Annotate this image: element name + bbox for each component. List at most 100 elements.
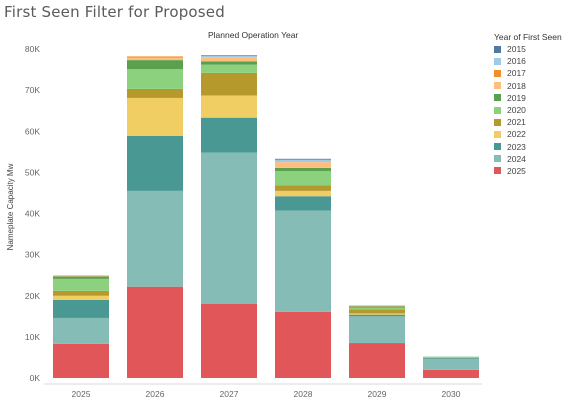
y-tick-label: 0K: [30, 373, 41, 383]
bar-segment-2028-2016[interactable]: [275, 159, 331, 163]
legend-swatch: [494, 167, 501, 175]
bar-segment-2029-2023[interactable]: [349, 314, 405, 317]
bar-segment-2028-2018[interactable]: [275, 162, 331, 168]
bar-segment-2027-2015[interactable]: [201, 55, 257, 56]
bar-segment-2030-2023[interactable]: [423, 357, 479, 359]
legend-swatch: [494, 82, 501, 90]
legend-label: 2021: [507, 117, 526, 128]
legend-label: 2020: [507, 105, 526, 116]
bar-segment-2028-2023[interactable]: [275, 196, 331, 211]
bar-segment-2029-2019[interactable]: [349, 306, 405, 308]
bar-segment-2026-2017[interactable]: [127, 56, 183, 58]
legend-swatch: [494, 155, 501, 163]
legend-label: 2022: [507, 129, 526, 140]
bars-group: [53, 55, 479, 378]
bar-segment-2025-2019[interactable]: [53, 276, 109, 279]
bar-segment-2026-2023[interactable]: [127, 135, 183, 191]
bar-segment-2028-2022[interactable]: [275, 190, 331, 197]
bar-segment-2029-2022[interactable]: [349, 313, 405, 315]
legend-item-2015[interactable]: 2015: [494, 43, 584, 55]
legend-item-2022[interactable]: 2022: [494, 128, 584, 140]
y-tick-label: 10K: [25, 332, 40, 342]
bar-segment-2025-2024[interactable]: [53, 317, 109, 344]
legend-item-2020[interactable]: 2020: [494, 104, 584, 116]
y-tick-label: 40K: [25, 209, 40, 219]
bar-segment-2027-2022[interactable]: [201, 95, 257, 118]
legend-swatch: [494, 94, 501, 102]
y-tick-label: 50K: [25, 167, 40, 177]
y-tick-label: 60K: [25, 126, 40, 136]
y-tick-label: 80K: [25, 44, 40, 54]
bar-segment-2030-2025[interactable]: [423, 369, 479, 378]
chart-title: Planned Operation Year: [208, 30, 299, 40]
legend-swatch: [494, 106, 501, 114]
bar-segment-2027-2019[interactable]: [201, 61, 257, 65]
legend: Year of First Seen 2015 2016 2017 2018 2019 2…: [494, 32, 584, 177]
bar-segment-2025-2020[interactable]: [53, 278, 109, 291]
bar-segment-2026-2021[interactable]: [127, 88, 183, 98]
bar-segment-2028-2025[interactable]: [275, 311, 331, 378]
bar-segment-2026-2020[interactable]: [127, 69, 183, 89]
legend-item-2025[interactable]: 2025: [494, 165, 584, 177]
legend-item-2018[interactable]: 2018: [494, 80, 584, 92]
x-tick-label: 2025: [72, 389, 91, 399]
legend-label: 2015: [507, 44, 526, 55]
x-tick-label: 2026: [146, 389, 165, 399]
legend-item-2024[interactable]: 2024: [494, 153, 584, 165]
legend-label: 2024: [507, 153, 526, 164]
legend-swatch: [494, 130, 501, 138]
bar-segment-2027-2018[interactable]: [201, 57, 257, 62]
legend-item-2017[interactable]: 2017: [494, 67, 584, 79]
legend-title: Year of First Seen: [494, 32, 562, 42]
x-tick-label: 2030: [442, 389, 461, 399]
bar-segment-2026-2019[interactable]: [127, 60, 183, 70]
bar-segment-2029-2024[interactable]: [349, 316, 405, 344]
bar-segment-2028-2015[interactable]: [275, 158, 331, 160]
bar-segment-2025-2018[interactable]: [53, 275, 109, 277]
legend-label: 2025: [507, 165, 526, 176]
bar-segment-2028-2019[interactable]: [275, 167, 331, 172]
bar-segment-2027-2020[interactable]: [201, 64, 257, 73]
legend-swatch: [494, 45, 501, 53]
bar-segment-2030-2024[interactable]: [423, 358, 479, 370]
y-tick-label: 30K: [25, 250, 40, 260]
legend-item-2023[interactable]: 2023: [494, 141, 584, 153]
legend-swatch: [494, 118, 501, 126]
x-tick-label: 2029: [368, 389, 387, 399]
bar-segment-2025-2021[interactable]: [53, 290, 109, 296]
bar-segment-2026-2022[interactable]: [127, 97, 183, 136]
bar-segment-2028-2024[interactable]: [275, 210, 331, 312]
bar-segment-2029-2021[interactable]: [349, 309, 405, 314]
x-tick-label: 2028: [294, 389, 313, 399]
bar-segment-2029-2016[interactable]: [349, 305, 405, 306]
bar-segment-2026-2018[interactable]: [127, 57, 183, 61]
bar-segment-2029-2020[interactable]: [349, 307, 405, 310]
x-tick-label: 2027: [220, 389, 239, 399]
legend-swatch: [494, 69, 501, 77]
bar-segment-2025-2023[interactable]: [53, 299, 109, 318]
bar-segment-2028-2020[interactable]: [275, 171, 331, 186]
legend-item-2019[interactable]: 2019: [494, 92, 584, 104]
page-title: First Seen Filter for Proposed: [4, 3, 225, 21]
bar-segment-2025-2022[interactable]: [53, 295, 109, 300]
bar-segment-2027-2025[interactable]: [201, 303, 257, 378]
bar-segment-2026-2025[interactable]: [127, 286, 183, 378]
legend-label: 2023: [507, 141, 526, 152]
bar-segment-2027-2016[interactable]: [201, 55, 257, 58]
bar-segment-2029-2018[interactable]: [349, 305, 405, 307]
bar-segment-2027-2024[interactable]: [201, 152, 257, 304]
bar-segment-2027-2023[interactable]: [201, 117, 257, 153]
legend-label: 2019: [507, 92, 526, 103]
y-axis-label: Nameplate Capacity Mw: [6, 163, 15, 250]
legend-label: 2018: [507, 80, 526, 91]
legend-item-2016[interactable]: 2016: [494, 55, 584, 67]
bar-segment-2029-2025[interactable]: [349, 343, 405, 378]
bar-segment-2025-2025[interactable]: [53, 343, 109, 378]
bar-segment-2030-2020[interactable]: [423, 356, 479, 358]
bar-segment-2027-2021[interactable]: [201, 72, 257, 96]
bar-segment-2028-2021[interactable]: [275, 185, 331, 191]
legend-item-2021[interactable]: 2021: [494, 116, 584, 128]
bar-segment-2026-2024[interactable]: [127, 190, 183, 287]
y-tick-label: 70K: [25, 85, 40, 95]
